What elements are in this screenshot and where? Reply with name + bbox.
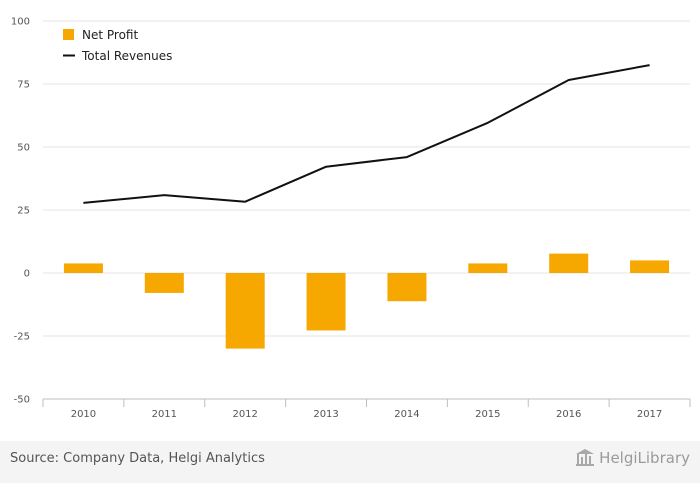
library-building-icon bbox=[576, 449, 595, 466]
x-tick-label: 2015 bbox=[475, 409, 500, 420]
legend[interactable]: Net Profit Total Revenues bbox=[63, 28, 172, 63]
y-tick-label: 25 bbox=[17, 206, 30, 217]
y-tick-label: -25 bbox=[14, 332, 30, 343]
source-note: Source: Company Data, Helgi Analytics bbox=[10, 451, 265, 466]
y-tick-label: -50 bbox=[14, 395, 30, 406]
net-profit-bars bbox=[63, 253, 670, 349]
x-tick-label: 2010 bbox=[71, 409, 96, 420]
total-revenues-line bbox=[83, 64, 650, 204]
x-tick-label: 2012 bbox=[232, 409, 257, 420]
grid-lines bbox=[43, 20, 690, 337]
total-revenues-line-group bbox=[83, 64, 650, 204]
y-tick-label: 0 bbox=[24, 269, 30, 280]
net-profit-bar bbox=[630, 260, 670, 273]
net-profit-bar bbox=[387, 273, 427, 302]
net-profit-bar bbox=[549, 253, 589, 273]
brand-logo[interactable]: HelgiLibrary bbox=[575, 448, 690, 468]
x-tick-label: 2016 bbox=[556, 409, 581, 420]
legend-item-total-revenues[interactable]: Total Revenues bbox=[63, 49, 172, 63]
y-tick-label: 100 bbox=[11, 17, 30, 28]
legend-label-net-profit: Net Profit bbox=[82, 28, 138, 42]
net-profit-bar bbox=[144, 273, 184, 293]
legend-label-total-revenues: Total Revenues bbox=[81, 49, 172, 63]
x-tick-label: 2011 bbox=[152, 409, 177, 420]
net-profit-bar bbox=[63, 263, 103, 273]
legend-item-net-profit[interactable]: Net Profit bbox=[63, 28, 138, 42]
brand-name: HelgiLibrary bbox=[599, 449, 690, 467]
net-profit-bar bbox=[306, 273, 346, 331]
y-tick-label: 50 bbox=[17, 143, 30, 154]
x-tick-label: 2014 bbox=[394, 409, 419, 420]
x-axis: 2010 2011 2012 2013 2014 2015 2016 2017 bbox=[42, 398, 691, 420]
net-profit-bar bbox=[225, 273, 265, 349]
net-profit-bar bbox=[468, 263, 508, 273]
footer-bar bbox=[0, 441, 700, 483]
x-tick-label: 2013 bbox=[313, 409, 338, 420]
y-axis: 100 75 50 25 0 -25 -50 bbox=[11, 17, 30, 406]
y-tick-label: 75 bbox=[17, 80, 30, 91]
legend-swatch-net-profit bbox=[63, 29, 74, 40]
x-tick-label: 2017 bbox=[637, 409, 662, 420]
